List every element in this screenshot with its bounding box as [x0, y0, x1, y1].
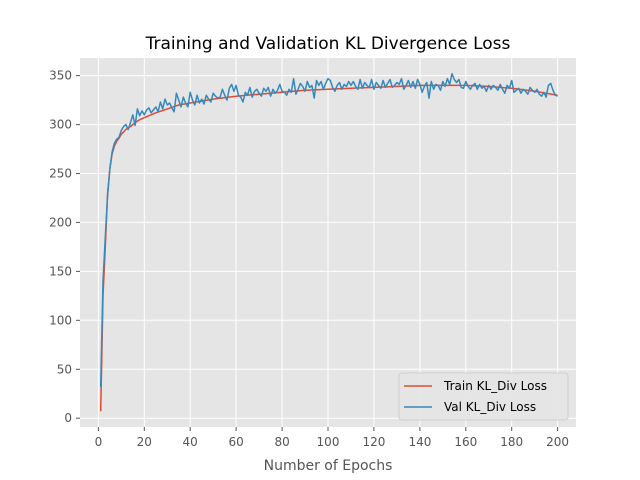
y-tick-label: 250	[49, 167, 72, 181]
x-tick-label: 40	[183, 435, 198, 449]
y-tick-label: 350	[49, 69, 72, 83]
y-tick-label: 150	[49, 264, 72, 278]
x-tick-label: 180	[500, 435, 523, 449]
x-tick-label: 120	[362, 435, 385, 449]
x-tick-label: 100	[317, 435, 340, 449]
x-tick-label: 60	[228, 435, 243, 449]
x-tick-label: 80	[274, 435, 289, 449]
y-axis-ticks: 0 50 100 150 200 250 300 350	[49, 69, 80, 425]
val-loss-line	[99, 72, 558, 387]
x-tick-label: 200	[546, 435, 569, 449]
y-tick-label: 200	[49, 215, 72, 229]
legend-box	[398, 372, 569, 421]
y-tick-label: 0	[64, 411, 72, 425]
legend: Train KL_Div Loss Val KL_Div Loss	[398, 372, 569, 421]
x-tick-label: 160	[454, 435, 477, 449]
y-tick-label: 300	[49, 118, 72, 132]
chart-title: Training and Validation KL Divergence Lo…	[145, 34, 511, 54]
x-axis-label: Number of Epochs	[264, 458, 393, 474]
grid-lines	[80, 58, 576, 427]
y-tick-label: 50	[57, 362, 72, 376]
x-tick-label: 140	[408, 435, 431, 449]
x-tick-label: 0	[95, 435, 103, 449]
legend-entry: Train KL_Div Loss	[443, 379, 547, 393]
y-tick-label: 100	[49, 313, 72, 327]
x-tick-label: 20	[137, 435, 152, 449]
x-axis-ticks: 0 20 40 60 80 100 120 140 160 180 200	[95, 427, 569, 449]
legend-entry: Val KL_Div Loss	[444, 400, 536, 414]
series-lines	[99, 72, 558, 412]
